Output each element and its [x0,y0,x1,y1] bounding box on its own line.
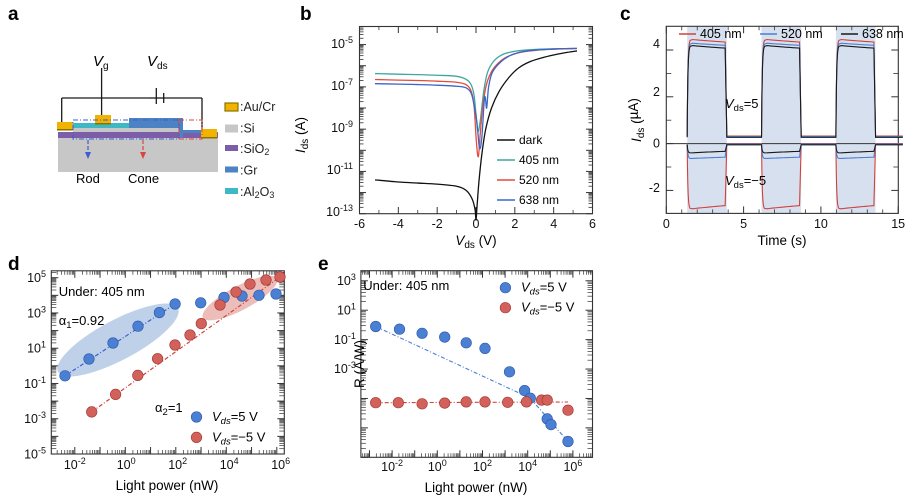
svg-text:106: 106 [563,458,582,474]
svg-text:10: 10 [814,217,828,231]
svg-text:0: 0 [653,137,660,151]
svg-text:Time (s): Time (s) [758,233,807,248]
svg-text:405 nm: 405 nm [519,153,559,167]
svg-text:105: 105 [27,269,46,285]
svg-text:Vds=−5: Vds=−5 [725,173,766,191]
svg-text::SiO2: :SiO2 [240,142,269,157]
svg-text:α1=0.92: α1=0.92 [59,313,105,331]
svg-text:Vds=5 V: Vds=5 V [212,409,258,427]
svg-text:100: 100 [117,456,136,472]
svg-text::Al2O3: :Al2O3 [240,185,274,200]
svg-text:5: 5 [740,217,747,231]
svg-text:4: 4 [550,217,557,231]
svg-text:Vds=−5 V: Vds=−5 V [212,429,266,447]
svg-text:102: 102 [168,456,187,472]
svg-text:dark: dark [519,133,543,147]
svg-text:10-3: 10-3 [24,410,46,426]
svg-text:405 nm: 405 nm [700,27,742,41]
svg-text:Under: 405 nm: Under: 405 nm [59,284,145,299]
svg-text:b: b [300,4,312,25]
svg-text:c: c [620,4,631,25]
svg-text:10-7: 10-7 [331,77,353,93]
svg-text:a: a [8,4,19,25]
svg-text:104: 104 [220,456,239,472]
svg-text:100: 100 [428,458,447,474]
svg-text:638 nm: 638 nm [519,193,559,207]
svg-text:103: 103 [27,304,46,320]
svg-text:10-2: 10-2 [64,456,86,472]
svg-text:Ids (A): Ids (A) [293,117,311,153]
svg-text:Light power (nW): Light power (nW) [116,478,219,493]
svg-text:520 nm: 520 nm [519,173,559,187]
svg-text:10-5: 10-5 [331,35,353,51]
svg-text:2: 2 [511,217,518,231]
svg-text:101: 101 [337,301,356,317]
svg-text:2: 2 [653,85,660,99]
svg-text:Vds: Vds [147,53,168,72]
svg-text:-4: -4 [393,217,404,231]
svg-text:Vds=5: Vds=5 [725,96,759,114]
svg-text:-2: -2 [432,217,443,231]
svg-text:106: 106 [271,456,290,472]
svg-text:10-1: 10-1 [24,375,46,391]
svg-text:10-2: 10-2 [381,458,403,474]
svg-text:638 nm: 638 nm [862,27,904,41]
svg-text:0: 0 [663,217,670,231]
svg-text::Gr: :Gr [240,164,257,178]
svg-text:-6: -6 [354,217,365,231]
svg-text:Rod: Rod [76,171,100,186]
svg-text::Si: :Si [240,122,255,136]
svg-text:Vds=5 V: Vds=5 V [521,280,567,298]
svg-text:10-11: 10-11 [327,161,353,177]
svg-text::Au/Cr: :Au/Cr [240,100,275,114]
svg-text:Cone: Cone [128,171,159,186]
svg-text:d: d [8,254,20,275]
svg-text:4: 4 [653,37,660,51]
svg-text:Vds (V): Vds (V) [455,233,496,250]
svg-text:Vg: Vg [93,53,109,72]
svg-text:R (A/W): R (A/W) [352,340,367,388]
svg-text:-2: -2 [649,181,660,195]
svg-text:101: 101 [27,340,46,356]
svg-text:Light power (nW): Light power (nW) [425,480,528,495]
svg-text:10-13: 10-13 [326,203,353,219]
svg-text:0: 0 [473,217,480,231]
svg-text:Under: 405 nm: Under: 405 nm [363,278,449,293]
svg-text:10-9: 10-9 [331,119,353,135]
svg-text:Vds=−5 V: Vds=−5 V [521,300,575,318]
svg-text:Ids (µA): Ids (µA) [626,98,647,142]
svg-text:15: 15 [891,217,905,231]
svg-text:10-5: 10-5 [24,446,46,462]
svg-text:e: e [318,254,329,275]
svg-text:103: 103 [337,272,356,288]
svg-text:6: 6 [589,217,596,231]
svg-text:520 nm: 520 nm [781,27,823,41]
svg-text:102: 102 [473,458,492,474]
svg-text:104: 104 [518,458,537,474]
svg-text:α2=1: α2=1 [155,400,183,418]
